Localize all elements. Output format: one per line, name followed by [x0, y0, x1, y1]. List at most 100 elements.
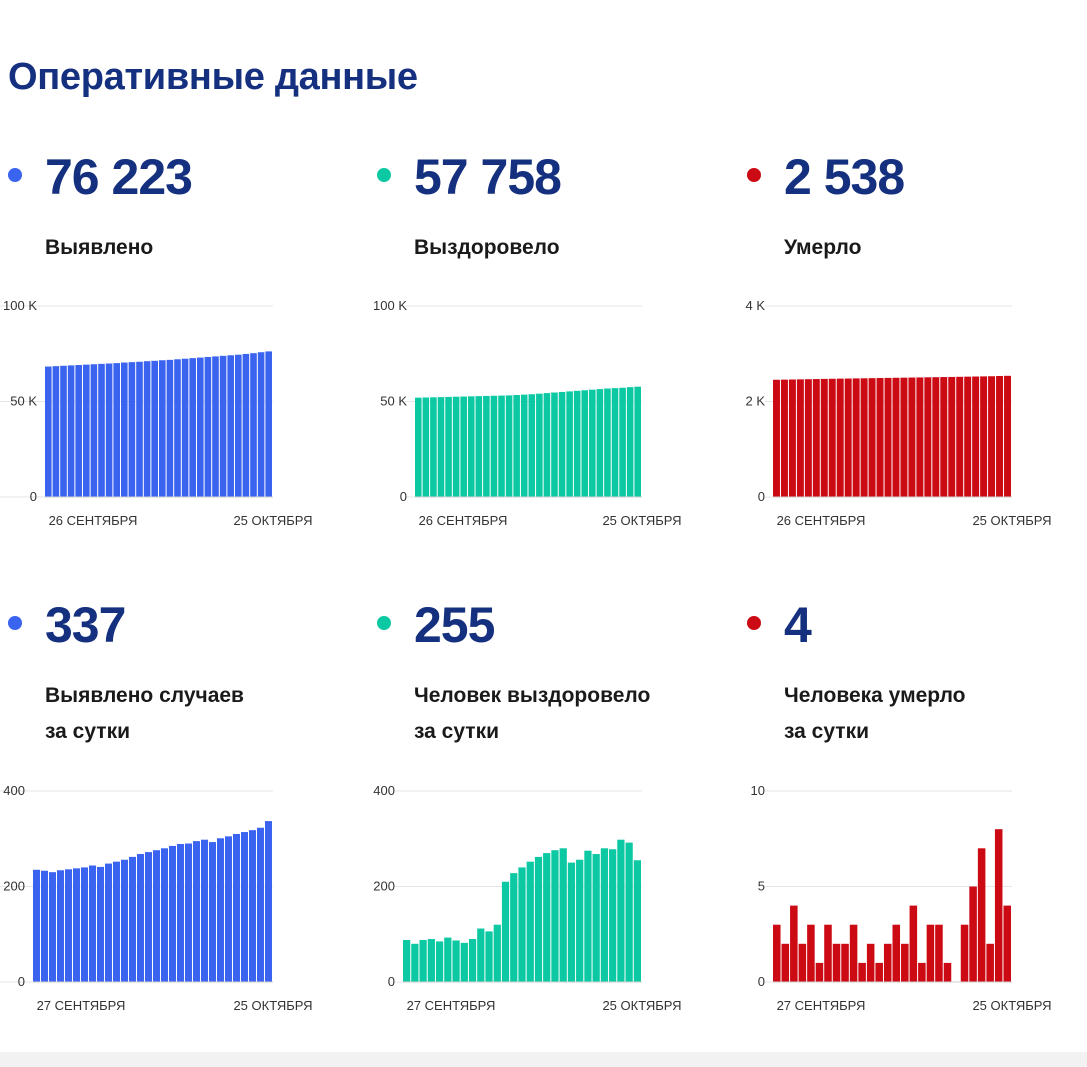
bar [217, 838, 224, 982]
bar [452, 396, 460, 497]
bar [219, 355, 227, 497]
stat-label: Выздоровело [414, 230, 560, 266]
bar [626, 387, 634, 497]
y-tick-label: 0 [18, 974, 25, 989]
stat-value: 2 538 [784, 149, 905, 205]
stat-label-line: Человек выздоровело [414, 684, 651, 707]
bar [900, 377, 908, 497]
bar [90, 364, 98, 497]
bar [174, 359, 181, 497]
y-tick-label: 2 K [745, 394, 765, 409]
bar [604, 388, 611, 497]
bar [812, 379, 820, 497]
y-tick-label: 0 [388, 974, 395, 989]
bar [460, 396, 467, 497]
y-tick-label: 200 [3, 879, 25, 894]
bar [986, 943, 994, 982]
bar [566, 391, 573, 497]
bar [860, 378, 868, 497]
bar [89, 865, 96, 982]
bar [33, 869, 40, 982]
bar [242, 353, 250, 497]
bar [633, 860, 641, 982]
bar [45, 366, 52, 497]
bar [510, 873, 518, 982]
stat-label: Человека умерло за сутки [784, 678, 965, 750]
bar [625, 842, 633, 982]
y-tick-label: 0 [758, 974, 765, 989]
chart-daily-confirmed: 0 200 400 27 СЕНТЯБРЯ 25 ОКТЯБРЯ [0, 783, 313, 1013]
bar [584, 850, 592, 982]
bar [916, 377, 924, 497]
bar [849, 924, 858, 982]
bar [422, 397, 430, 497]
bar [836, 378, 844, 497]
x-end-label: 25 ОКТЯБРЯ [972, 998, 1051, 1013]
bar [435, 941, 444, 982]
bar [197, 357, 204, 497]
bar [121, 859, 128, 982]
y-tick-label: 50 K [10, 394, 37, 409]
bar [909, 905, 918, 982]
bar [528, 394, 536, 497]
bar [136, 361, 143, 497]
bullet-dot [377, 168, 391, 182]
y-tick-label: 5 [758, 879, 765, 894]
bar [419, 939, 427, 982]
bar [883, 943, 892, 982]
bar [884, 377, 892, 497]
bar [832, 943, 841, 982]
bar [161, 848, 168, 982]
bar [241, 832, 248, 982]
y-tick-label: 200 [373, 879, 395, 894]
bar [520, 394, 528, 497]
bar [257, 827, 264, 982]
bar [926, 924, 935, 982]
bar [201, 839, 208, 982]
bar [490, 395, 498, 497]
bar [257, 352, 265, 497]
x-start-label: 26 СЕНТЯБРЯ [49, 513, 138, 528]
bar [265, 821, 272, 982]
x-start-label: 27 СЕНТЯБРЯ [407, 998, 496, 1013]
stat-label-line: Выздоровело [414, 236, 560, 259]
x-end-label: 25 ОКТЯБРЯ [602, 998, 681, 1013]
bar [415, 397, 422, 497]
bar [81, 867, 88, 982]
bar [105, 863, 112, 982]
bar [137, 854, 144, 982]
chart-daily-recovered: 0 200 400 27 СЕНТЯБРЯ 25 ОКТЯБРЯ [373, 783, 681, 1013]
stat-value: 337 [45, 597, 126, 653]
bar [151, 360, 158, 497]
bar [52, 366, 60, 497]
bar [972, 376, 980, 497]
bar [820, 378, 828, 497]
bar [204, 356, 212, 497]
bar [177, 844, 184, 982]
bar [249, 830, 256, 982]
bullet-dot [8, 616, 22, 630]
bar [589, 389, 596, 497]
bar [875, 962, 883, 982]
bar [159, 360, 166, 497]
bar [227, 355, 234, 497]
bar [73, 868, 80, 982]
bar [128, 362, 136, 497]
bullet-dot [377, 616, 391, 630]
bar [233, 833, 240, 982]
bar [868, 378, 876, 497]
bar [956, 376, 964, 497]
bar [113, 861, 120, 982]
stat-value: 4 [784, 597, 812, 653]
bar [427, 939, 435, 982]
bar [609, 849, 617, 982]
bar [143, 361, 151, 497]
stat-label: Выявлено [45, 230, 153, 266]
x-start-label: 27 СЕНТЯБРЯ [777, 998, 866, 1013]
bar [619, 387, 626, 497]
bar [828, 378, 836, 497]
chart-total-deaths: 0 2 K 4 K 26 СЕНТЯБРЯ 25 ОКТЯБРЯ [745, 298, 1051, 528]
bar [780, 379, 788, 497]
bar [573, 390, 581, 497]
x-end-label: 25 ОКТЯБРЯ [602, 513, 681, 528]
